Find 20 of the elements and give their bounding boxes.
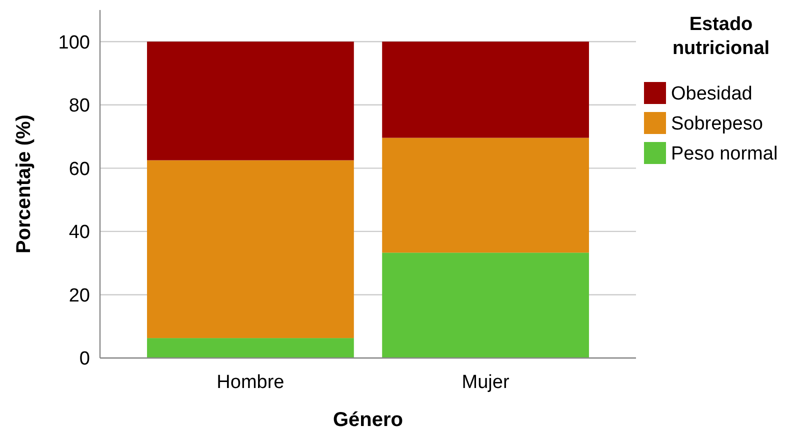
x-axis-title: Género xyxy=(332,409,404,431)
bar xyxy=(382,42,589,138)
legend-title: Estado nutricional xyxy=(672,14,770,59)
legend-label: Peso normal xyxy=(671,144,778,165)
y-tick-label: 80 xyxy=(68,96,90,117)
bar xyxy=(382,138,589,253)
y-axis-title: Porcentaje (%) xyxy=(13,114,35,254)
x-tick-label: Hombre xyxy=(216,372,284,393)
legend-label: Obesidad xyxy=(671,84,752,105)
bar xyxy=(147,160,354,338)
bar xyxy=(382,252,589,358)
y-tick-label: 0 xyxy=(79,348,90,370)
bar xyxy=(147,42,354,160)
y-tick-label: 20 xyxy=(68,285,90,306)
x-tick-label: Mujer xyxy=(462,372,510,393)
y-tick-label: 40 xyxy=(68,222,90,244)
legend-label: Sobrepeso xyxy=(671,114,763,135)
y-tick-label: 100 xyxy=(58,32,90,54)
bar xyxy=(147,338,354,358)
y-tick-label: 60 xyxy=(68,158,90,180)
